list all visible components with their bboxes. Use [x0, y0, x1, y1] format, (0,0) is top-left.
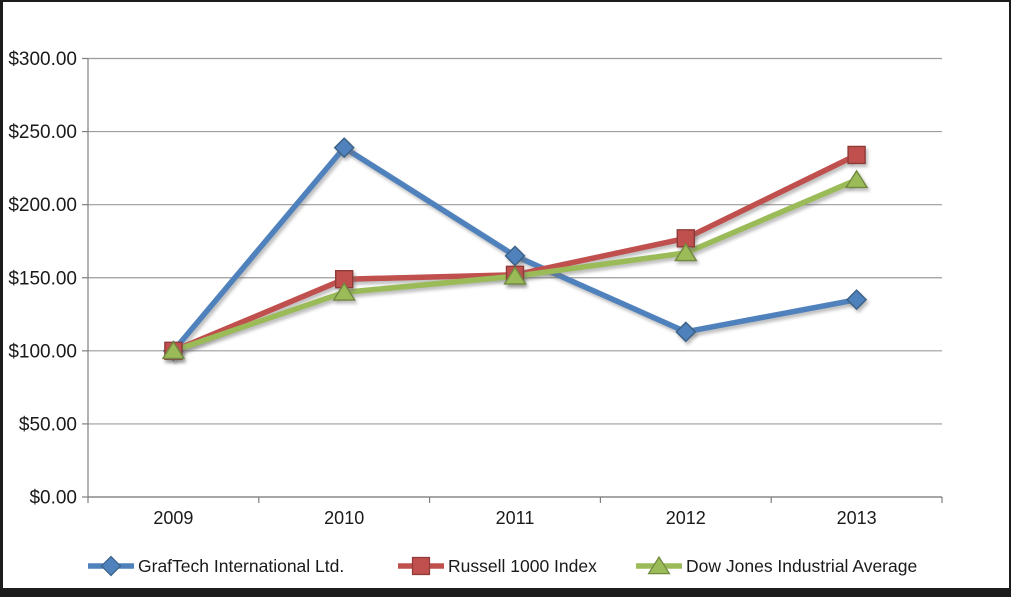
legend-label-graftech: GrafTech International Ltd. [138, 555, 345, 576]
legend-label-russell: Russell 1000 Index [448, 555, 597, 576]
x-tick-label: 2010 [324, 508, 364, 528]
triangle-marker-icon [674, 242, 698, 262]
triangle-marker-icon [161, 340, 186, 360]
x-tick-label: 2009 [153, 508, 193, 528]
y-tick-label: $100.00 [8, 341, 77, 362]
diamond-marker-icon [846, 289, 868, 311]
legend-square-glyph [396, 556, 446, 576]
line-chart-canvas: $0.00 $50.00 $100.00 $150.00 $200.00 $250.00 $… [8, 49, 943, 528]
diamond-marker-icon [504, 245, 526, 267]
y-tick-label: $0.00 [29, 488, 77, 509]
x-tick-label: 2012 [666, 508, 706, 528]
triangle-marker-icon [503, 265, 527, 285]
chart-legend: GrafTech International Ltd. Russell 1000… [3, 553, 1009, 583]
legend-label-dowjones: Dow Jones Industrial Average [686, 555, 918, 576]
legend-item-russell: Russell 1000 Index [396, 553, 597, 579]
x-tick-label: 2013 [837, 508, 877, 528]
legend-diamond-icon [86, 555, 136, 577]
legend-diamond-glyph [86, 555, 136, 577]
y-tick-label: $150.00 [8, 268, 77, 289]
square-marker-icon [676, 229, 695, 248]
diamond-marker-icon [675, 321, 697, 343]
y-tick-label: $50.00 [19, 414, 77, 435]
y-tick-label: $250.00 [8, 122, 77, 143]
diamond-marker-icon [333, 137, 355, 159]
y-tick-label: $200.00 [8, 195, 77, 216]
legend-item-dowjones: Dow Jones Industrial Average [634, 553, 918, 579]
y-tick-label: $300.00 [8, 49, 77, 70]
legend-triangle-icon [634, 555, 684, 577]
triangle-marker-icon [332, 282, 356, 301]
x-tick-label: 2011 [496, 508, 535, 528]
legend-square-icon [396, 555, 446, 577]
square-marker-icon [847, 145, 866, 165]
x-axis-labels: 2009 2010 2011 2012 2013 [87, 497, 943, 528]
legend-item-graftech: GrafTech International Ltd. [86, 553, 345, 579]
square-marker-icon [335, 270, 354, 289]
legend-triangle-glyph [634, 555, 684, 575]
y-axis-labels: $0.00 $50.00 $100.00 $150.00 $200.00 $250.00 $… [8, 49, 77, 509]
series-markers-dowjones [161, 169, 869, 360]
triangle-marker-icon [844, 169, 869, 189]
series-markers-graftech [162, 137, 868, 362]
